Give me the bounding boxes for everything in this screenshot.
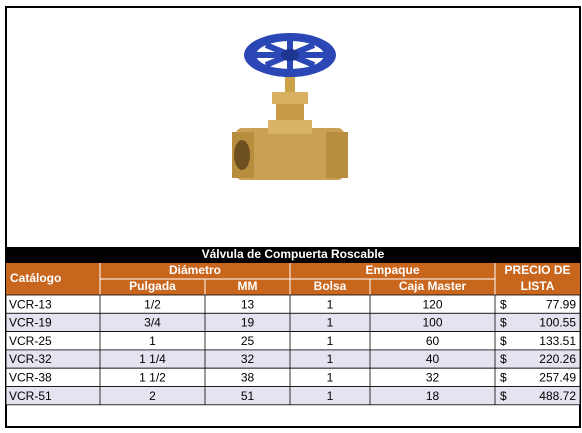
row-bg bbox=[6, 350, 580, 368]
row-bg bbox=[6, 387, 580, 405]
table-title: Válvula de Compuerta Roscable bbox=[202, 247, 385, 261]
header-cell: Caja Master bbox=[399, 279, 467, 293]
cell: 1 bbox=[327, 316, 334, 330]
cell: 100 bbox=[422, 316, 442, 330]
cell: 1 bbox=[149, 334, 156, 348]
cell: $ bbox=[500, 334, 507, 348]
row-bg bbox=[6, 332, 580, 350]
cell: $ bbox=[500, 316, 507, 330]
header-cell: Bolsa bbox=[314, 279, 347, 293]
cell: VCR-25 bbox=[9, 334, 52, 348]
header-cell: PRECIO DE bbox=[504, 263, 570, 277]
cell: 1 bbox=[327, 389, 334, 403]
cell: 1 bbox=[327, 297, 334, 311]
page: Válvula de Compuerta Roscable Catálogo Di… bbox=[0, 0, 582, 433]
cell: 2 bbox=[149, 389, 156, 403]
cell: $ bbox=[500, 371, 507, 385]
cell: 3/4 bbox=[144, 316, 161, 330]
row-bg bbox=[6, 295, 580, 313]
cell: $ bbox=[500, 389, 507, 403]
cell: 257.49 bbox=[539, 371, 576, 385]
cell: 1/2 bbox=[144, 297, 161, 311]
header-cell: MM bbox=[238, 279, 258, 293]
header-cell: Catálogo bbox=[10, 271, 61, 285]
cell: 77.99 bbox=[546, 297, 576, 311]
cell: VCR-13 bbox=[9, 297, 52, 311]
cell: 18 bbox=[426, 389, 440, 403]
cell: VCR-19 bbox=[9, 316, 52, 330]
header-cell: Diámetro bbox=[169, 263, 221, 277]
cell: 60 bbox=[426, 334, 440, 348]
cell: 1 bbox=[327, 371, 334, 385]
cell: 1 bbox=[327, 352, 334, 366]
header-cell: Empaque bbox=[365, 263, 419, 277]
row-bg bbox=[6, 368, 580, 386]
row-bg bbox=[6, 313, 580, 331]
cell: 13 bbox=[241, 297, 255, 311]
cell: 51 bbox=[241, 389, 255, 403]
header-cell: LISTA bbox=[521, 279, 555, 293]
cell: 100.55 bbox=[539, 316, 576, 330]
cell: 38 bbox=[241, 371, 255, 385]
cell: 133.51 bbox=[539, 334, 576, 348]
header-cell: Pulgada bbox=[129, 279, 176, 293]
cell: 120 bbox=[422, 297, 442, 311]
cell: 1 bbox=[327, 334, 334, 348]
cell: 32 bbox=[241, 352, 255, 366]
cell: 220.26 bbox=[539, 352, 576, 366]
cell: 32 bbox=[426, 371, 440, 385]
cell: 488.72 bbox=[539, 389, 576, 403]
cell: 1 1/4 bbox=[139, 352, 166, 366]
cell: 40 bbox=[426, 352, 440, 366]
cell: 25 bbox=[241, 334, 255, 348]
cell: VCR-51 bbox=[9, 389, 52, 403]
cell: $ bbox=[500, 297, 507, 311]
cell: VCR-32 bbox=[9, 352, 52, 366]
cell: 1 1/2 bbox=[139, 371, 166, 385]
cell: VCR-38 bbox=[9, 371, 52, 385]
cell: 19 bbox=[241, 316, 255, 330]
cell: $ bbox=[500, 352, 507, 366]
